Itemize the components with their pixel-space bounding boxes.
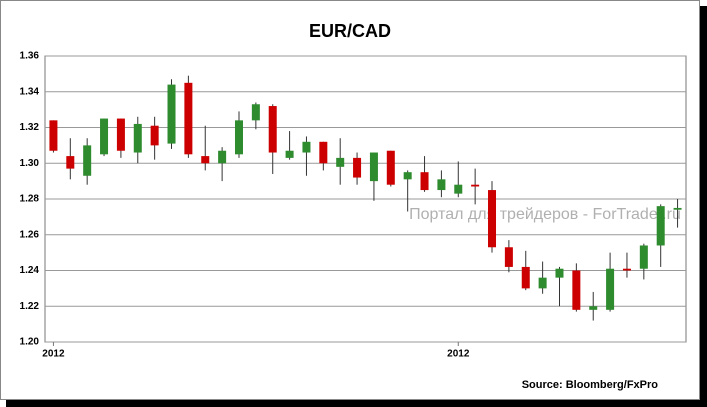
candle-body [251,104,260,121]
candle-body [420,172,429,191]
candle-body [369,152,378,182]
y-tick-label: 1.20 [20,337,40,348]
candle-body [538,277,547,289]
candle-body [184,82,193,155]
candle-body [656,206,665,246]
y-tick-label: 1.30 [20,158,40,169]
candle-body [201,156,210,164]
candle-body [606,268,615,310]
x-tick-label: 2012 [42,349,65,360]
candle-body [218,150,227,164]
candle-body [572,270,581,310]
candle-body [437,179,446,191]
y-tick-label: 1.34 [20,86,40,97]
y-tick-label: 1.26 [20,229,40,240]
candle-body [167,84,176,144]
candle-body [622,268,631,271]
candle-body [234,120,243,155]
candle-body [133,123,142,153]
source: Source: Bloomberg/FxPro [522,379,659,391]
y-tick-label: 1.32 [20,122,40,133]
candle-body [471,184,480,187]
candle-body [454,184,463,194]
watermark: Портал для трейдеров - ForTrader.ru [409,206,681,223]
candle-body [589,306,598,310]
candle-body [319,141,328,164]
candle-body [555,268,564,278]
candle-body [150,125,159,146]
candle-body [83,145,92,176]
candle-body [386,150,395,185]
y-tick-label: 1.22 [20,301,40,312]
candle-body [673,207,682,210]
y-tick-label: 1.24 [20,265,40,276]
candle-body [521,266,530,289]
candle-body [66,156,75,169]
candle-body [49,120,58,151]
chart-title: EUR/CAD [309,21,391,41]
candle-body [353,157,362,178]
candle-body [285,150,294,158]
candle-body [302,141,311,153]
candle-body [268,106,277,153]
y-tick-label: 1.36 [20,51,40,62]
candle-body [100,118,109,155]
candle-body [336,157,345,167]
candle-body [403,172,412,180]
y-tick-label: 1.28 [20,194,40,205]
candle-body [488,190,497,248]
candle-body [639,245,648,269]
x-tick-label: 2012 [447,349,470,360]
candle-body [116,118,125,151]
candle-body [504,247,513,267]
